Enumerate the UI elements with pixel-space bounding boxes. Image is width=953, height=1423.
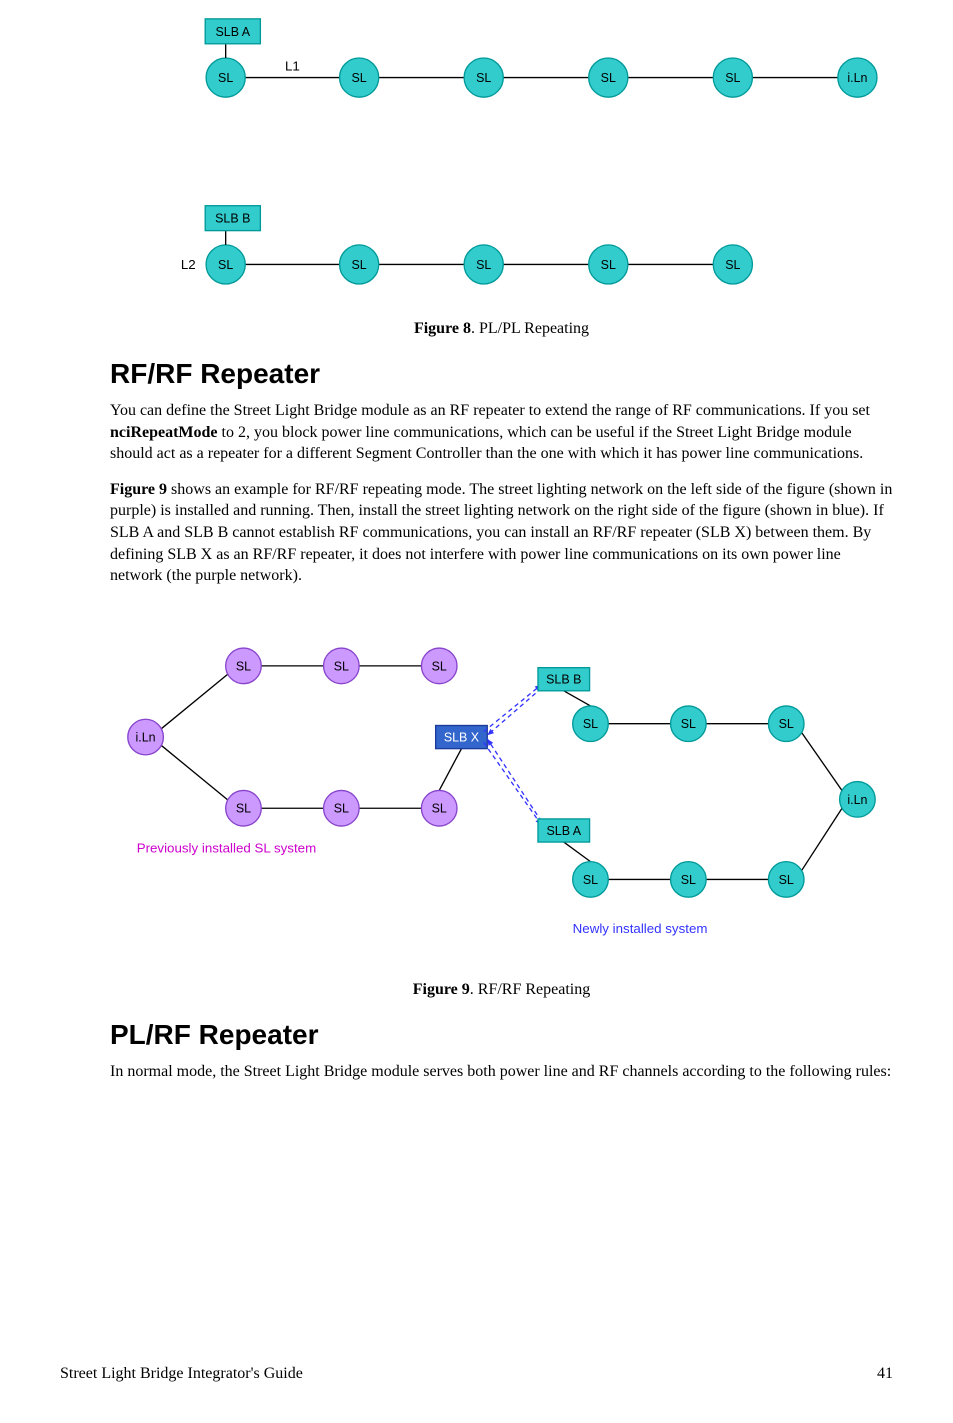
- footer-title: Street Light Bridge Integrator's Guide: [60, 1365, 303, 1383]
- svg-text:SL: SL: [218, 71, 233, 85]
- svg-text:SL: SL: [601, 258, 616, 272]
- figure-8-caption: Figure 8. PL/PL Repeating: [110, 320, 893, 338]
- svg-text:SLB B: SLB B: [546, 672, 581, 686]
- para-rf-1a: You can define the Street Light Bridge m…: [110, 402, 870, 419]
- figure-8-caption-rest: . PL/PL Repeating: [471, 320, 589, 337]
- footer-page-number: 41: [877, 1365, 893, 1383]
- svg-text:SL: SL: [725, 71, 740, 85]
- svg-text:SL: SL: [236, 801, 251, 815]
- figure-9-caption-bold: Figure 9: [413, 981, 470, 998]
- svg-text:Previously installed SL system: Previously installed SL system: [137, 840, 317, 855]
- figure-9-caption: Figure 9. RF/RF Repeating: [110, 981, 893, 999]
- svg-text:SL: SL: [583, 717, 598, 731]
- svg-text:SL: SL: [476, 258, 491, 272]
- svg-text:SL: SL: [681, 717, 696, 731]
- svg-text:L1: L1: [285, 58, 300, 73]
- figure-9-caption-rest: . RF/RF Repeating: [470, 981, 590, 998]
- svg-text:SL: SL: [779, 717, 794, 731]
- para-rf-1c: to 2, you block power line communication…: [110, 424, 863, 463]
- svg-text:SL: SL: [432, 659, 447, 673]
- figure-8-diagram: SL SL SL SL SL i.Ln SLB A L1 SL SL SL SL SL SLB B L2: [110, 0, 893, 310]
- page-footer: Street Light Bridge Integrator's Guide 4…: [60, 1365, 893, 1383]
- svg-text:SL: SL: [779, 873, 794, 887]
- figure-9-svg: i.Ln SL SL SL SL SL SL SLB X SLB B SLB A SL SL SL SL S…: [110, 601, 893, 971]
- svg-text:i.Ln: i.Ln: [136, 730, 156, 744]
- svg-text:i.Ln: i.Ln: [847, 793, 867, 807]
- heading-rf-rf-repeater: RF/RF Repeater: [110, 358, 893, 390]
- para-rf-1b: nciRepeatMode: [110, 424, 218, 441]
- paragraph-rf-1: You can define the Street Light Bridge m…: [110, 400, 893, 465]
- svg-text:SL: SL: [218, 258, 233, 272]
- svg-text:Newly installed system: Newly installed system: [573, 921, 708, 936]
- svg-text:SL: SL: [601, 71, 616, 85]
- svg-text:SL: SL: [236, 659, 251, 673]
- svg-text:SLB A: SLB A: [546, 824, 581, 838]
- figure-9-diagram: i.Ln SL SL SL SL SL SL SLB X SLB B SLB A SL SL SL SL S…: [110, 601, 893, 971]
- figure-8-caption-bold: Figure 8: [414, 320, 471, 337]
- svg-text:SL: SL: [476, 71, 491, 85]
- svg-text:i.Ln: i.Ln: [847, 71, 867, 85]
- svg-text:L2: L2: [181, 257, 196, 272]
- svg-text:SL: SL: [583, 873, 598, 887]
- para-rf-2b: shows an example for RF/RF repeating mod…: [110, 481, 892, 584]
- paragraph-rf-2: Figure 9 shows an example for RF/RF repe…: [110, 479, 893, 587]
- svg-text:SL: SL: [681, 873, 696, 887]
- svg-text:SL: SL: [725, 258, 740, 272]
- para-rf-2a: Figure 9: [110, 481, 167, 498]
- svg-text:SL: SL: [334, 801, 349, 815]
- svg-text:SLB B: SLB B: [215, 212, 250, 226]
- paragraph-pl-1: In normal mode, the Street Light Bridge …: [110, 1061, 893, 1083]
- figure-8-svg: SL SL SL SL SL i.Ln SLB A L1 SL SL SL SL SL SLB B L2: [110, 0, 893, 310]
- svg-text:SL: SL: [432, 801, 447, 815]
- svg-text:SLB A: SLB A: [215, 25, 250, 39]
- svg-text:SL: SL: [352, 258, 367, 272]
- heading-pl-rf-repeater: PL/RF Repeater: [110, 1019, 893, 1051]
- svg-text:SLB X: SLB X: [444, 730, 480, 744]
- svg-text:SL: SL: [334, 659, 349, 673]
- svg-text:SL: SL: [352, 71, 367, 85]
